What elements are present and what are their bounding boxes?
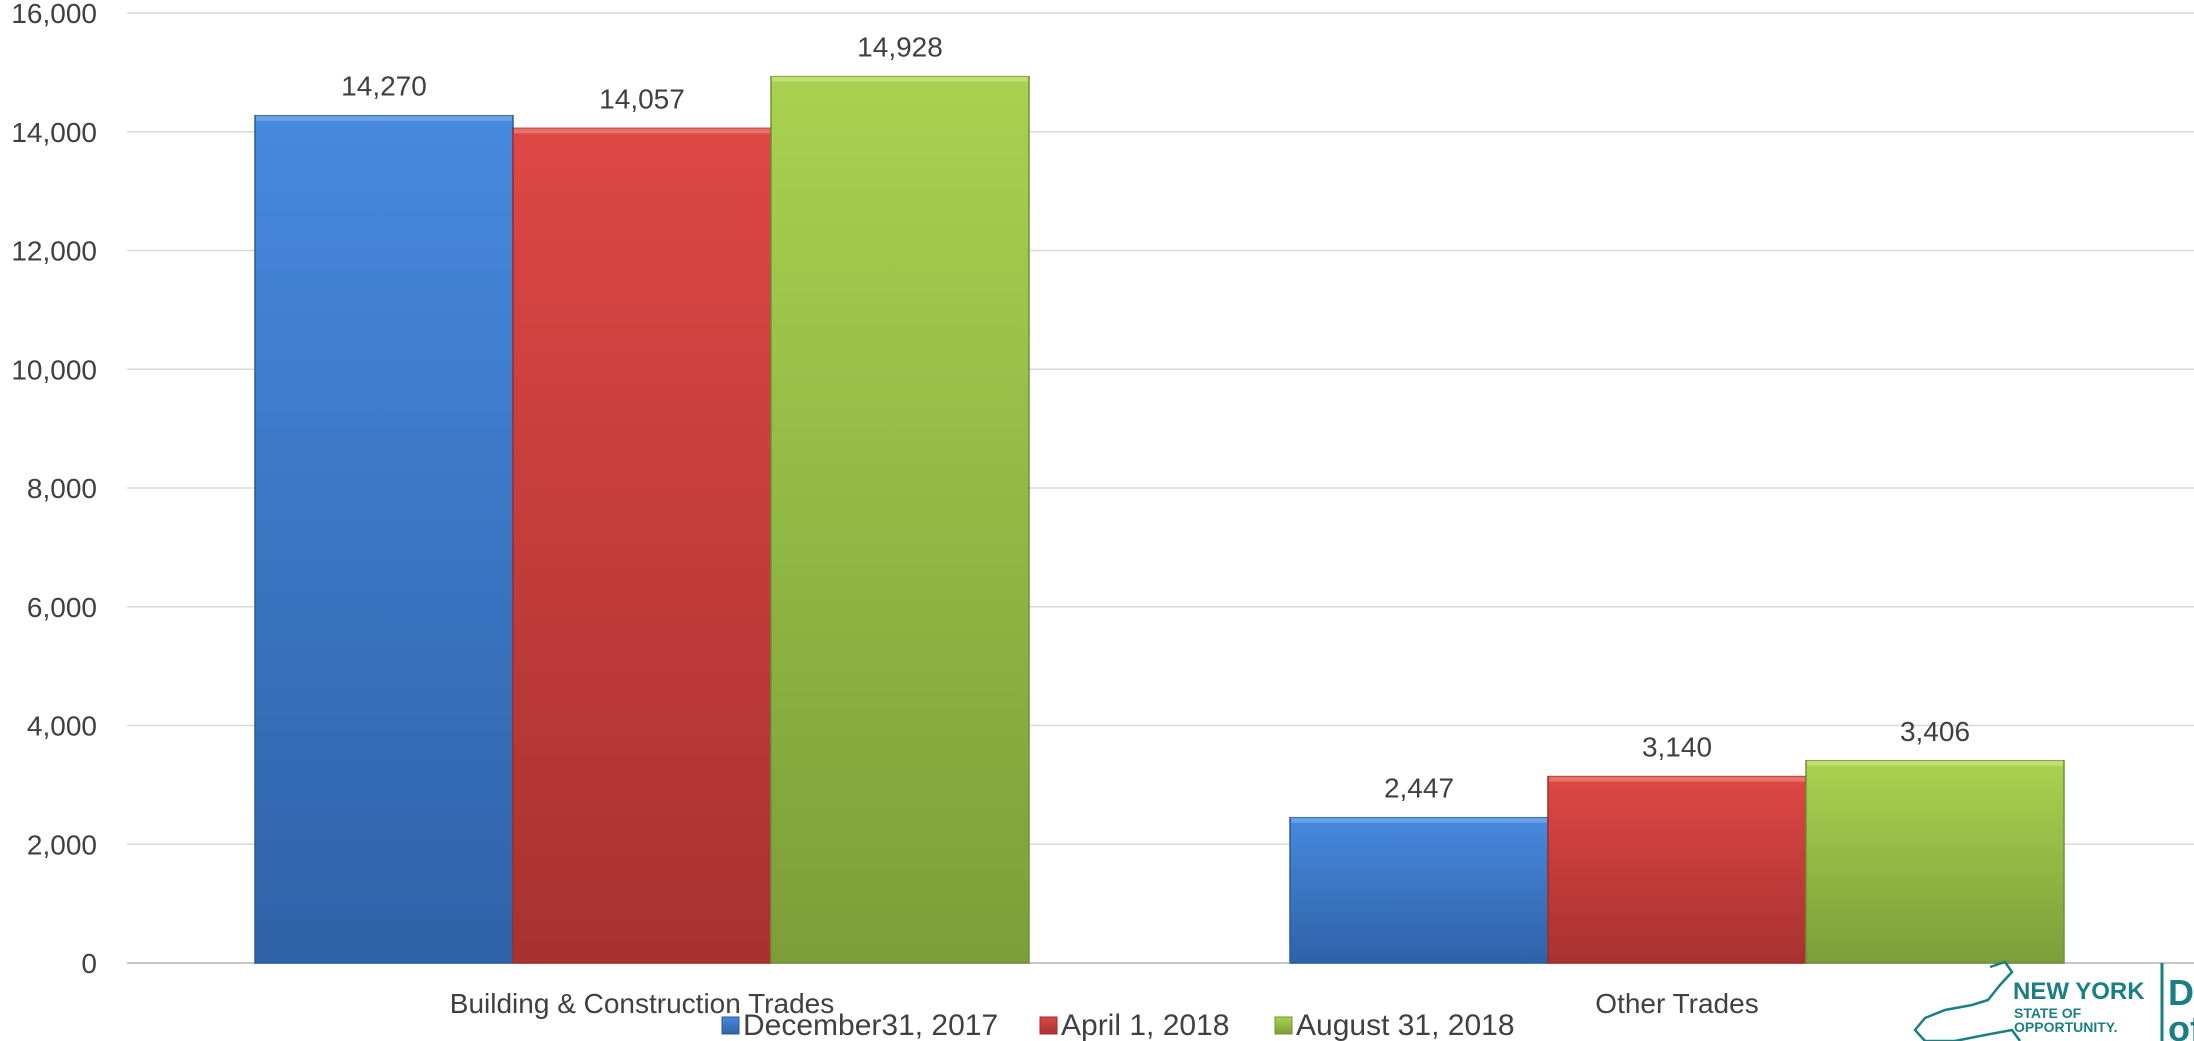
bar-highlight: [1549, 776, 1805, 782]
y-tick-label: 4,000: [27, 711, 97, 742]
x-axis: Building & Construction Trades Other Trad…: [450, 988, 1759, 1019]
legend-label: August 31, 2018: [1296, 1009, 1515, 1041]
legend-label: April 1, 2018: [1061, 1009, 1229, 1041]
bar-highlight: [1291, 817, 1547, 823]
legend: December31, 2017 April 1, 2018 August 31, …: [721, 1009, 1515, 1041]
legend-item: August 31, 2018: [1274, 1009, 1515, 1041]
ny-state-outline-icon: [1913, 960, 2022, 1041]
category-label: Building & Construction Trades: [450, 988, 834, 1019]
y-tick-label: 2,000: [27, 829, 97, 860]
data-label: 3,406: [1900, 716, 1970, 747]
bar: [1805, 760, 2065, 964]
y-tick-label: 14,000: [11, 117, 97, 148]
logo-new-york: NEW YORK: [2013, 978, 2145, 1005]
data-label: 2,447: [1384, 773, 1454, 804]
bars: [254, 75, 2065, 964]
data-labels: 14,270 2,447 14,057 3,140 14,928 3,406: [341, 32, 1970, 804]
logo-state-of: STATE OF: [2014, 1005, 2082, 1021]
logo-opportunity: OPPORTUNITY.: [2014, 1019, 2117, 1035]
nys-logo: NEW YORK STATE OF OPPORTUNITY. De of: [1913, 960, 2194, 1041]
y-tick-label: 6,000: [27, 592, 97, 623]
bar-highlight: [514, 128, 770, 134]
y-axis: 0 2,000 4,000 6,000 8,000 10,000 12,000 14,000 1…: [11, 0, 97, 979]
y-tick-label: 10,000: [11, 354, 97, 385]
bar: [1547, 775, 1807, 964]
data-label: 14,270: [341, 71, 427, 102]
y-tick-label: 16,000: [11, 0, 97, 29]
category-label: Other Trades: [1595, 988, 1758, 1019]
bar: [254, 114, 514, 964]
logo-partial-text-1: De: [2168, 972, 2194, 1013]
bar-highlight: [1807, 760, 2063, 766]
legend-label: December31, 2017: [743, 1009, 998, 1041]
y-tick-label: 8,000: [27, 473, 97, 504]
bar-highlight: [256, 115, 512, 121]
y-tick-label: 0: [81, 948, 97, 979]
bar: [512, 127, 772, 964]
y-tick-label: 12,000: [11, 236, 97, 267]
data-label: 14,928: [857, 32, 943, 63]
legend-swatch: [721, 1016, 740, 1035]
logo-partial-text-2: of: [2168, 1008, 2194, 1041]
bar-highlight: [772, 76, 1028, 82]
bar: [1289, 816, 1549, 964]
data-label: 14,057: [599, 83, 685, 114]
legend-item: December31, 2017: [721, 1009, 998, 1041]
data-label: 3,140: [1642, 732, 1712, 763]
bar: [770, 75, 1030, 964]
legend-item: April 1, 2018: [1039, 1009, 1229, 1041]
legend-swatch: [1039, 1016, 1058, 1035]
legend-swatch: [1274, 1016, 1293, 1035]
